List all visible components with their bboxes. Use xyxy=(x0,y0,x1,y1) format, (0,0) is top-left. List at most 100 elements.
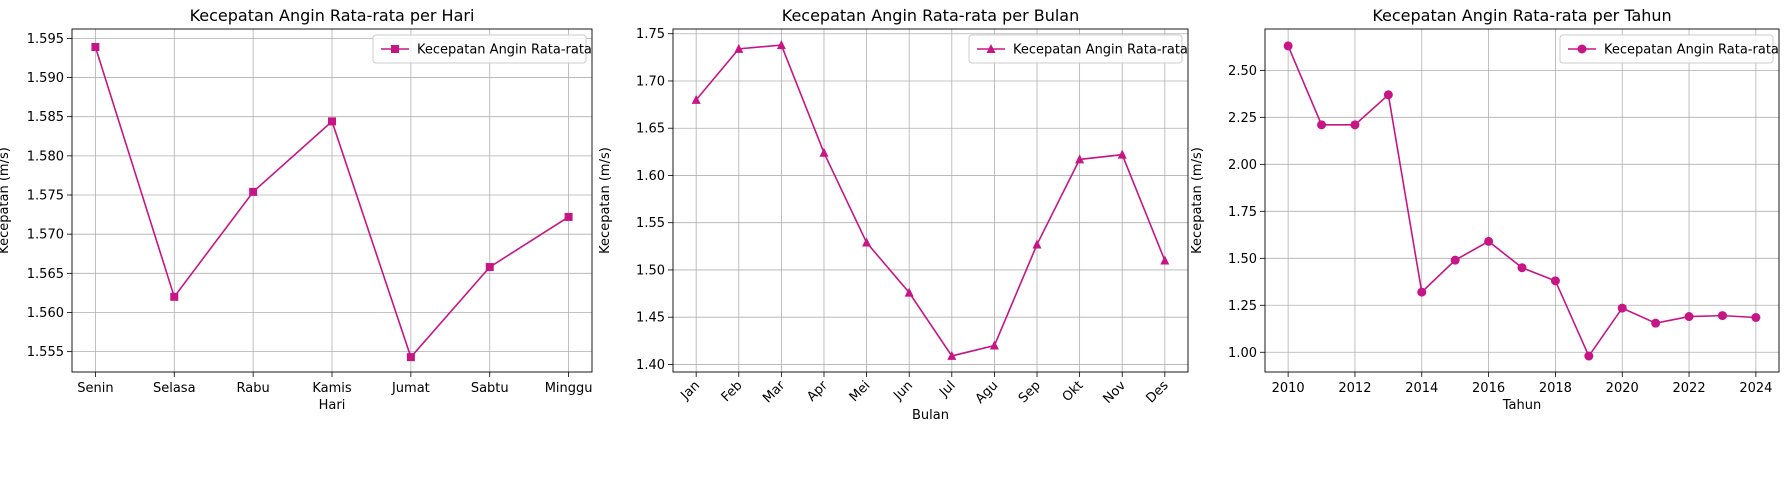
data-point xyxy=(1283,41,1293,51)
data-point xyxy=(947,350,957,360)
y-tick-label: 2.00 xyxy=(1228,158,1257,173)
x-tick-label: 2018 xyxy=(1539,381,1572,396)
x-tick-label: Jul xyxy=(936,378,958,400)
data-point xyxy=(249,187,258,196)
data-point xyxy=(1160,255,1170,265)
data-point xyxy=(485,263,494,272)
data-point xyxy=(1517,263,1527,273)
x-tick-label: 2016 xyxy=(1472,381,1505,396)
y-tick-label: 1.75 xyxy=(636,27,665,42)
x-axis-label: Hari xyxy=(319,398,346,413)
x-tick-label: Agu xyxy=(973,378,1002,407)
legend-marker xyxy=(1577,44,1587,54)
x-tick-label: 2014 xyxy=(1405,381,1438,396)
data-point xyxy=(989,340,999,350)
legend-label: Kecepatan Angin Rata-rata xyxy=(1013,43,1188,58)
x-tick-label: Kamis xyxy=(312,381,352,396)
legend: Kecepatan Angin Rata-rata xyxy=(968,34,1188,64)
data-point xyxy=(904,287,914,297)
x-tick-label: 2012 xyxy=(1338,381,1371,396)
x-tick-label: 2010 xyxy=(1272,381,1305,396)
y-tick-label: 1.555 xyxy=(27,345,64,360)
y-tick-label: 1.00 xyxy=(1228,346,1257,361)
legend-box xyxy=(968,34,1183,64)
chart-title: Kecepatan Angin Rata-rata per Hari xyxy=(190,6,475,25)
data-point xyxy=(91,43,100,52)
y-tick-label: 2.25 xyxy=(1228,111,1257,126)
legend-marker xyxy=(391,45,399,53)
y-tick-label: 2.50 xyxy=(1228,64,1257,79)
data-point xyxy=(1032,239,1042,249)
x-tick-label: Senin xyxy=(77,381,113,396)
x-tick-label: Nov xyxy=(1100,378,1129,407)
x-tick-label: Apr xyxy=(804,378,831,405)
x-tick-label: 2022 xyxy=(1673,381,1706,396)
y-tick-label: 1.595 xyxy=(27,32,64,47)
data-point xyxy=(1117,149,1127,159)
series-line xyxy=(1287,45,1756,358)
data-point xyxy=(1484,236,1494,246)
data-point xyxy=(1684,312,1694,322)
axes-frame xyxy=(672,28,1189,373)
x-tick-label: Jumat xyxy=(391,381,430,396)
data-point xyxy=(1550,276,1560,286)
x-tick-label: Jun xyxy=(890,378,916,404)
x-tick-label: Mei xyxy=(847,378,874,405)
chart-1: Kecepatan Angin Rata-rata per Hari 1.555 1… xyxy=(0,6,593,413)
y-tick-label: 1.55 xyxy=(636,216,665,231)
x-tick-label: Sabtu xyxy=(471,381,509,396)
data-point xyxy=(406,353,415,362)
y-tick-label: 1.50 xyxy=(1228,252,1257,267)
y-tick-label: 1.585 xyxy=(27,110,64,125)
data-point xyxy=(734,43,744,53)
y-tick-label: 1.50 xyxy=(636,263,665,278)
x-axis-label: Tahun xyxy=(1502,398,1541,413)
x-tick-label: 2024 xyxy=(1739,381,1772,396)
data-point xyxy=(1075,154,1085,164)
x-tick-label: Rabu xyxy=(237,381,270,396)
x-tick-label: Des xyxy=(1144,378,1172,406)
x-tick-label: Okt xyxy=(1060,378,1087,405)
y-tick-label: 1.70 xyxy=(636,74,665,89)
data-point xyxy=(776,40,786,50)
legend: Kecepatan Angin Rata-rata xyxy=(1559,34,1779,64)
data-point xyxy=(1417,287,1427,297)
data-point xyxy=(1717,311,1727,321)
data-point xyxy=(328,117,336,126)
x-axis-label: Bulan xyxy=(912,408,949,423)
y-tick-label: 1.25 xyxy=(1228,299,1257,314)
x-tick-label: Minggu xyxy=(545,381,593,396)
data-point xyxy=(1584,351,1594,361)
y-tick-label: 1.75 xyxy=(1228,205,1257,220)
y-tick-label: 1.60 xyxy=(636,169,665,184)
legend-label: Kecepatan Angin Rata-rata xyxy=(1604,43,1779,58)
axes-frame xyxy=(71,28,593,373)
data-point xyxy=(1751,312,1761,322)
data-point xyxy=(819,147,829,157)
chart-title: Kecepatan Angin Rata-rata per Bulan xyxy=(782,6,1080,25)
y-axis-label: Kecepatan (m/s) xyxy=(0,147,12,254)
series xyxy=(91,43,573,362)
x-tick-label: Sep xyxy=(1016,378,1044,406)
y-tick-label: 1.590 xyxy=(27,71,64,86)
y-tick-label: 1.45 xyxy=(636,311,665,326)
y-tick-label: 1.40 xyxy=(636,358,665,373)
legend-box xyxy=(372,34,587,64)
data-point xyxy=(1651,318,1661,328)
data-point xyxy=(1350,120,1360,130)
series xyxy=(691,40,1170,360)
legend-box xyxy=(1559,34,1774,64)
data-point xyxy=(862,237,872,247)
x-tick-label: 2020 xyxy=(1606,381,1639,396)
y-tick-label: 1.65 xyxy=(636,122,665,137)
legend-label: Kecepatan Angin Rata-rata xyxy=(417,43,592,58)
chart-title: Kecepatan Angin Rata-rata per Tahun xyxy=(1372,6,1671,25)
y-tick-label: 1.565 xyxy=(27,267,64,282)
data-point xyxy=(1617,303,1627,313)
series-line xyxy=(695,44,1166,357)
axes-frame xyxy=(1264,28,1780,373)
y-tick-label: 1.560 xyxy=(27,306,64,321)
x-tick-label: Selasa xyxy=(153,381,196,396)
legend-marker xyxy=(986,44,996,53)
